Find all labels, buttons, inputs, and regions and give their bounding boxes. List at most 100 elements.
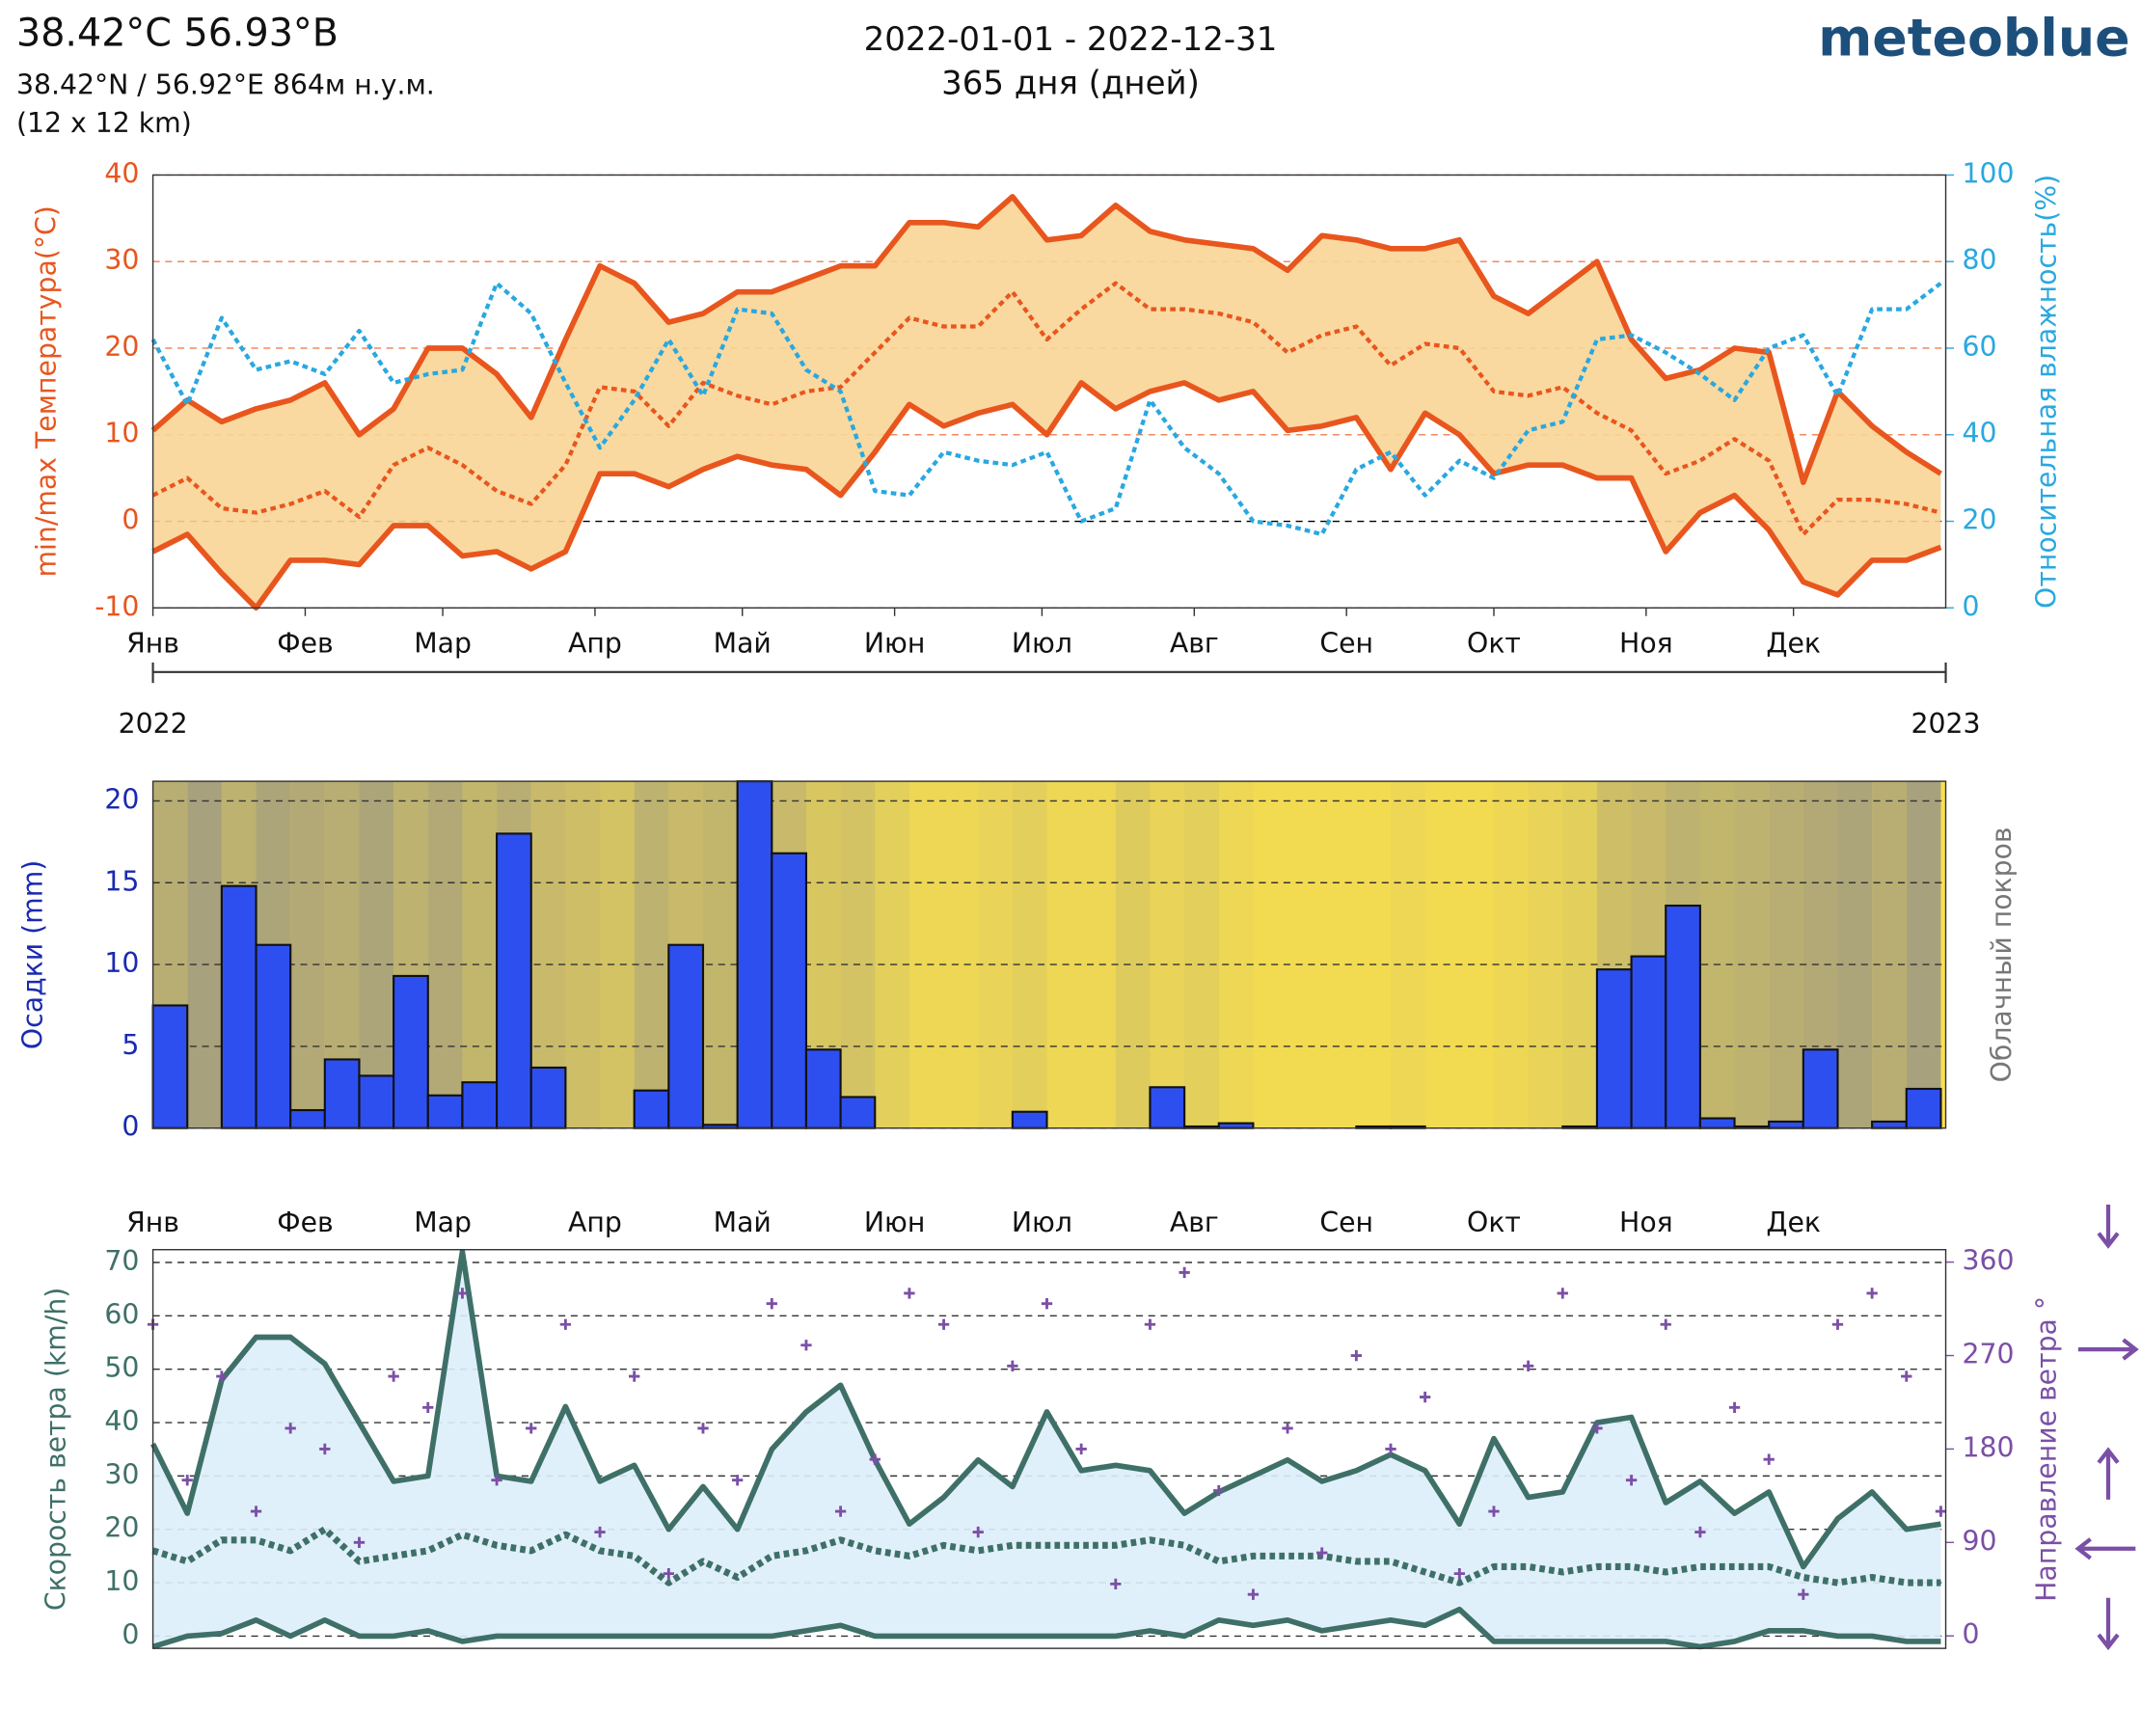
x-tick-label: Апр (568, 1207, 622, 1238)
cloud-cover (702, 781, 738, 1128)
cloud-cover (908, 781, 944, 1128)
precip-bar (839, 1096, 877, 1129)
y-tick-label: -10 (95, 590, 139, 622)
direction-point (731, 1475, 744, 1486)
cloud-cover (1837, 781, 1873, 1128)
cloud-cover (290, 781, 325, 1128)
direction-point (1316, 1547, 1328, 1559)
cloud-cover (1493, 781, 1529, 1128)
y-axis-label: Осадки (mm) (16, 860, 48, 1049)
resolution: (12 x 12 km) (16, 107, 192, 139)
direction-point (1420, 1391, 1431, 1403)
direction-point (1213, 1484, 1225, 1497)
y-axis-label: min/max Температура(°C) (31, 205, 63, 577)
precip-bar (255, 943, 292, 1129)
direction-point (1179, 1266, 1190, 1279)
x-tick-label: Июн (864, 1207, 926, 1238)
cloud-cover (1528, 781, 1563, 1128)
y-tick-label: 40 (104, 1405, 139, 1437)
precip-bar (1871, 1120, 1908, 1129)
precip-bar (1768, 1120, 1804, 1129)
x-tick-label: Сен (1319, 628, 1373, 660)
x-tick-label: Мар (414, 1207, 472, 1238)
precip-bar (1905, 1087, 1942, 1129)
x-tick-label: Янв (126, 1207, 179, 1238)
plot-frame (151, 780, 1947, 1129)
line (151, 380, 1942, 611)
direction-point (559, 1318, 572, 1330)
precip-bar (529, 1066, 567, 1129)
cloud-cover (427, 781, 463, 1128)
direction-point (181, 1475, 193, 1486)
direction-point (1007, 1360, 1018, 1371)
y-tick-label: 0 (122, 504, 139, 536)
cloud-cover (1391, 781, 1425, 1128)
precip-bar (289, 1108, 326, 1129)
direction-point (972, 1526, 984, 1538)
cloud-cover (978, 781, 1013, 1128)
y2-tick-label: 20 (1963, 504, 1997, 536)
cloud-cover (840, 781, 876, 1128)
y2-tick-label: 100 (1963, 157, 2015, 189)
precip-bar (1217, 1122, 1255, 1129)
y-tick-label: 20 (104, 1512, 139, 1544)
y-tick-label: 60 (104, 1298, 139, 1330)
x-tick-label: Мар (414, 628, 472, 660)
line (151, 1606, 1941, 1650)
y-tick-label: 10 (104, 418, 139, 449)
precip-bar (1698, 1117, 1736, 1129)
x-tick-label: Окт (1467, 1207, 1521, 1238)
direction-point (629, 1370, 640, 1382)
direction-point (388, 1370, 399, 1382)
direction-point (1557, 1288, 1568, 1299)
x-tick-label: Дек (1766, 1207, 1821, 1238)
y-tick-label: 0 (122, 1618, 139, 1650)
direction-point (1798, 1588, 1809, 1600)
y2-tick-label: 90 (1963, 1525, 1997, 1557)
precip-bar (804, 1048, 842, 1129)
y-tick-label: 40 (104, 157, 139, 189)
direction-point (1385, 1443, 1396, 1455)
direction-point (526, 1423, 537, 1434)
direction-point (1488, 1505, 1500, 1517)
plot-frame (151, 1249, 1947, 1649)
y2-axis-label: Направление ветра ° (2031, 1296, 2063, 1602)
direction-point (869, 1453, 881, 1465)
direction-point (1522, 1360, 1534, 1371)
x-tick-label: Апр (568, 628, 622, 660)
cloud-cover (1872, 781, 1907, 1128)
y-tick-label: 15 (104, 865, 139, 897)
cloud-cover (1424, 781, 1460, 1128)
y-tick-label: 70 (104, 1245, 139, 1277)
direction-point (456, 1288, 469, 1299)
cloud-cover (1012, 781, 1047, 1128)
direction-point (1831, 1318, 1844, 1330)
direction-point (285, 1423, 296, 1434)
cloud-cover (187, 781, 222, 1128)
direction-point (1350, 1349, 1363, 1362)
brand: meteoblue (1818, 7, 2129, 68)
direction-point (1694, 1526, 1706, 1538)
direction-point (1866, 1288, 1878, 1299)
direction-point (1144, 1318, 1156, 1330)
y2-tick-label: 80 (1963, 244, 1997, 276)
cloud-cover (1562, 781, 1597, 1128)
year-label: 2023 (1911, 708, 1981, 740)
range-band (152, 1251, 1941, 1647)
direction-point (1901, 1370, 1912, 1382)
direction-point (1763, 1453, 1775, 1465)
cloud-cover (600, 781, 635, 1128)
x-tick-label: Май (714, 628, 772, 660)
x-tick-label: Ноя (1619, 1207, 1673, 1238)
y-tick-label: 20 (104, 783, 139, 815)
direction-point (834, 1505, 847, 1517)
cloud-cover (634, 781, 669, 1128)
period: 2022-01-01 - 2022-12-31 (864, 20, 1278, 59)
direction-point (1660, 1318, 1671, 1330)
precip-bar (151, 1004, 189, 1129)
y-tick-label: 0 (122, 1111, 139, 1143)
y2-tick-label: 40 (1963, 418, 1997, 449)
x-tick-label: Июн (864, 628, 926, 660)
plot-frame (151, 174, 1947, 609)
y-tick-label: 50 (104, 1352, 139, 1384)
